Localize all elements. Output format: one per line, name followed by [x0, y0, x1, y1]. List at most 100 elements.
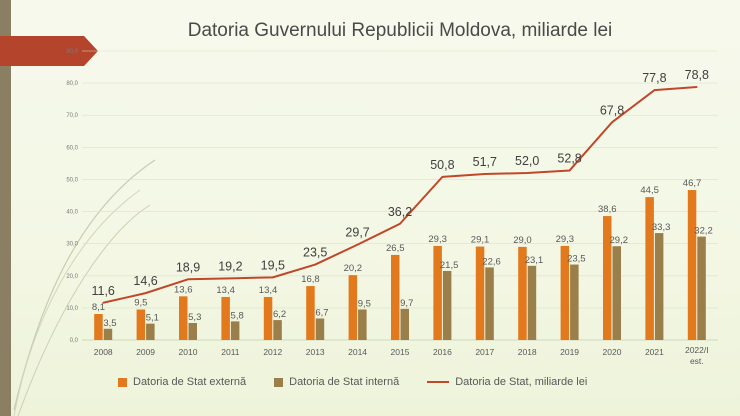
- bar-external: [348, 275, 358, 340]
- bar-external: [306, 286, 315, 340]
- line-total-point: [653, 89, 656, 91]
- bar-internal: [358, 309, 367, 340]
- bar-external: [179, 296, 188, 340]
- line-total-point: [484, 173, 486, 175]
- bar-external-label: 16,8: [301, 274, 320, 285]
- bar-internal: [570, 264, 579, 340]
- y-axis-ticks: 0,0 10,0 20,0 30,0 40,0 50,0 60,0 70,0 80,0 90,0: [66, 49, 78, 344]
- bar-external: [518, 246, 527, 340]
- bar-internal-label: 33,3: [652, 222, 671, 233]
- bar-external-label: 38,6: [598, 204, 617, 215]
- line-total-point: [399, 222, 401, 225]
- legend-swatch-internal: [274, 377, 284, 387]
- bar-internal-label: 6,2: [273, 309, 286, 320]
- bar-external-label: 44,5: [640, 185, 659, 196]
- y-tick-label: 50,0: [66, 177, 78, 183]
- y-tick-label: 40,0: [66, 210, 78, 216]
- left-decorative-band: [0, 0, 11, 416]
- title-ribbon: [0, 36, 98, 66]
- total-label: 78,8: [685, 68, 709, 82]
- total-line: [102, 85, 698, 304]
- line-total-point: [441, 176, 444, 178]
- bar-external: [687, 190, 697, 340]
- bar-external-label: 8,1: [92, 302, 105, 313]
- bars-internal: [103, 233, 706, 340]
- legend-item-total: Datoria de Stat, miliarde lei: [427, 374, 587, 390]
- total-label: 52,0: [515, 154, 539, 168]
- bar-external: [560, 245, 570, 340]
- bar-internal: [527, 265, 537, 340]
- total-label: 14,6: [133, 274, 157, 288]
- data-labels: 8,1 9,5 13,6 13,4 13,4 16,8 20,2 26,5 29,3 29,1 29…: [91, 68, 712, 329]
- bar-external-label: 9,5: [134, 297, 147, 308]
- legend-label-internal: Datoria de Stat internă: [289, 376, 400, 388]
- legend-swatch-total: [427, 381, 450, 383]
- total-label: 11,6: [91, 284, 114, 298]
- total-label: 67,8: [600, 103, 624, 117]
- bar-internal: [400, 308, 409, 340]
- chart-title: Datoria Guvernului Republicii Moldova, m…: [187, 20, 613, 41]
- bar-internal-label: 21,5: [440, 260, 459, 271]
- bar-internal: [230, 321, 240, 340]
- total-label: 23,5: [303, 246, 327, 260]
- bar-internal-label: 9,7: [400, 298, 413, 309]
- x-axis-ticks: 2008 2009 2010 2011 2012 2013 2014 2015 2016 2017…: [94, 345, 709, 366]
- y-tick-label: 60,0: [66, 145, 78, 151]
- line-total-point: [187, 278, 189, 281]
- x-tick-label-line2: est.: [690, 356, 704, 366]
- bar-internal: [612, 246, 621, 340]
- line-total-point: [568, 169, 571, 172]
- bars-external: [94, 190, 697, 340]
- total-label: 19,5: [261, 258, 285, 272]
- bar-internal-label: 29,2: [610, 235, 629, 246]
- bar-external-label: 20,2: [344, 263, 363, 274]
- bar-internal: [103, 328, 113, 340]
- bar-internal: [146, 323, 155, 340]
- y-tick-label: 30,0: [66, 242, 78, 248]
- x-tick-label: 2009: [136, 347, 155, 357]
- bar-internal: [697, 236, 706, 340]
- bar-external-label: 46,7: [683, 178, 702, 189]
- bar-internal: [654, 233, 664, 340]
- bar-internal-label: 5,1: [146, 313, 159, 324]
- bar-external: [475, 246, 485, 340]
- x-tick-label: 2015: [391, 347, 410, 357]
- legend-item-external: Datoria de Stat externă: [118, 374, 246, 390]
- line-total-point: [144, 292, 147, 294]
- y-tick-label: 80,0: [66, 81, 78, 87]
- total-label: 36,2: [388, 205, 412, 219]
- gridlines: [82, 50, 718, 341]
- line-total-point: [696, 86, 698, 88]
- bar-external: [263, 296, 273, 340]
- x-tick-label: 2011: [221, 347, 240, 357]
- bar-external: [391, 254, 400, 340]
- total-label: 19,2: [218, 259, 242, 273]
- y-tick-label: 70,0: [66, 113, 78, 119]
- y-tick-label: 10,0: [66, 306, 78, 312]
- bar-internal-label: 23,1: [525, 255, 544, 266]
- x-tick-label: 2020: [603, 347, 622, 357]
- y-tick-label: 0,0: [70, 338, 79, 344]
- bar-external-label: 13,4: [259, 285, 278, 296]
- bar-external-label: 26,5: [386, 243, 405, 254]
- x-tick-label: 2008: [94, 347, 113, 357]
- bar-internal-label: 9,5: [358, 298, 371, 309]
- legend-label-external: Datoria de Stat externă: [133, 376, 247, 388]
- total-label: 29,7: [345, 226, 369, 240]
- bar-internal: [485, 267, 494, 340]
- bar-external: [603, 216, 612, 340]
- x-tick-label: 2012: [263, 347, 282, 357]
- y-tick-label: 90,0: [66, 49, 78, 55]
- total-label: 77,8: [642, 71, 666, 85]
- total-label: 50,8: [430, 158, 454, 172]
- bar-internal: [188, 322, 197, 340]
- bar-external-label: 29,3: [428, 234, 447, 245]
- x-tick-label: 2010: [179, 347, 198, 357]
- bar-internal-label: 32,2: [694, 226, 713, 237]
- bar-internal-label: 6,7: [315, 307, 328, 318]
- bar-external: [94, 313, 103, 340]
- line-total-point: [526, 172, 528, 174]
- bar-internal-label: 5,8: [231, 310, 244, 321]
- bar-external-label: 29,3: [556, 234, 575, 245]
- bar-internal-label: 5,3: [188, 312, 201, 323]
